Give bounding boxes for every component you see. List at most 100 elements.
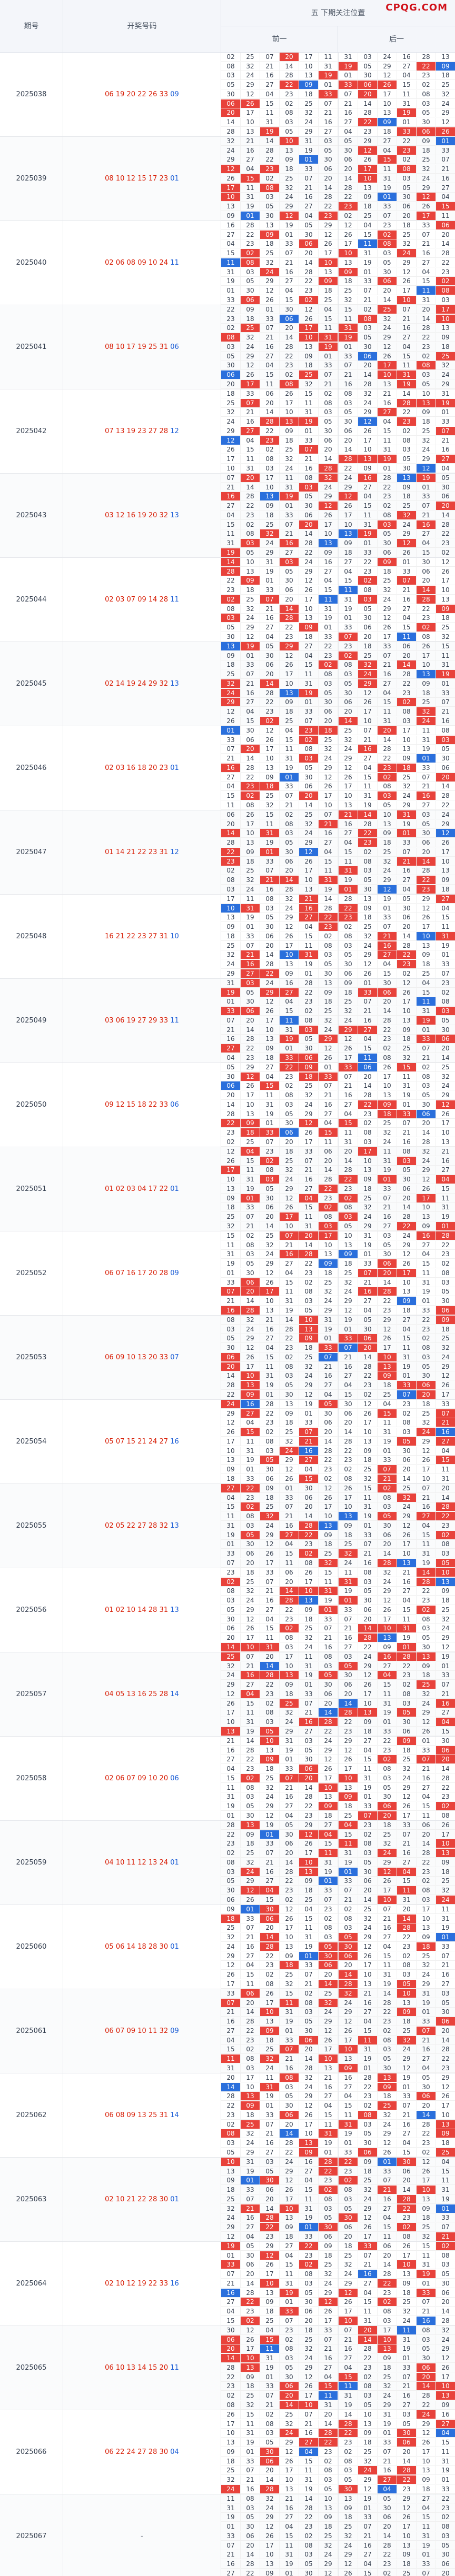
grid-cell: 16 (378, 1923, 397, 1933)
grid-cell: 27 (339, 1642, 358, 1652)
grid-cell: 13 (339, 800, 358, 810)
grid-cell: 25 (319, 295, 338, 305)
grid-cell: 25 (417, 2222, 436, 2232)
grid-cell: 03 (397, 445, 417, 455)
grid-cell: 16 (339, 379, 358, 389)
grid-cell: 13 (280, 1942, 299, 1951)
grid-cell: 09 (378, 1100, 397, 1109)
grid-cell: 27 (299, 1456, 319, 1465)
grid-cell: 32 (378, 314, 397, 324)
grid-cell: 19 (260, 2092, 280, 2101)
grid-cell: 10 (358, 1970, 378, 1979)
draw-row: 2025048 16 21 22 23 27 31 10 17 11 08 32 21 14 1… (0, 895, 455, 979)
grid-cell: 10 (221, 1175, 241, 1185)
grid-cell: 20 (221, 2344, 241, 2354)
grid-cell: 19 (299, 959, 319, 969)
grid-cell: 21 (397, 1839, 417, 1849)
grid-cell: 03 (358, 2391, 378, 2400)
grid-cell: 02 (241, 249, 260, 258)
grid-cell: 32 (319, 1016, 338, 1025)
grid-cell: 11 (260, 108, 280, 118)
grid-cell: 14 (397, 389, 417, 398)
grid-cell: 20 (221, 1362, 241, 1371)
grid-cell: 20 (299, 520, 319, 529)
grid-cell: 02 (397, 155, 417, 165)
grid-cell: 22 (378, 1737, 397, 1746)
red-ball-number: 02 (105, 2196, 114, 2203)
grid-cell: 08 (378, 782, 397, 791)
grid-cell: 24 (339, 745, 358, 754)
grid-cell: 23 (436, 2504, 455, 2513)
grid-cell: 10 (358, 445, 378, 455)
left-position-column: 01 30 12 04 23 18 33 06 26 15 02 25 07 20 17 11 08 32 21 14… (221, 726, 338, 810)
grid-cell: 12 (397, 1250, 417, 1259)
grid-cell: 33 (260, 314, 280, 324)
grid-cell: 13 (339, 2494, 358, 2503)
red-ball-number: 13 (115, 427, 125, 435)
grid-cell: 01 (221, 286, 241, 295)
grid-cell: 02 (260, 445, 280, 455)
grid-cell: 10 (241, 1100, 260, 1109)
grid-cell: 08 (221, 62, 241, 71)
red-ball-number: 33 (159, 2280, 169, 2288)
grid-cell: 18 (397, 763, 417, 773)
grid-cell: 01 (436, 679, 455, 688)
grid-cell: 27 (241, 969, 260, 978)
grid-cell: 28 (221, 127, 241, 136)
grid-cell: 23 (280, 361, 299, 370)
grid-cell: 12 (319, 1044, 338, 1053)
grid-cell: 11 (299, 670, 319, 679)
red-ball-number: 18 (137, 1943, 146, 1951)
grid-cell: 27 (339, 2354, 358, 2363)
grid-cell: 08 (358, 586, 378, 595)
grid-cell: 17 (280, 1652, 299, 1661)
grid-cell: 10 (339, 1502, 358, 1512)
grid-cell: 21 (417, 1053, 436, 1063)
grid-cell: 26 (397, 548, 417, 557)
grid-cell: 25 (280, 174, 299, 183)
grid-cell: 05 (436, 2541, 455, 2550)
grid-cell: 03 (339, 1212, 358, 1221)
grid-cell: 23 (358, 2363, 378, 2372)
blue-ball-number: 07 (170, 1354, 179, 1361)
grid-cell: 16 (280, 538, 299, 548)
grid-cell: 14 (397, 2186, 417, 2195)
grid-cell: 12 (299, 1830, 319, 1839)
grid-cell: 27 (378, 2204, 397, 2213)
grid-cell: 10 (319, 2054, 338, 2063)
grid-cell: 16 (319, 117, 338, 127)
right-position-column: 15 02 25 07 20 17 11 08 32 21 14 10 31 03 24 16 28 13 19 05… (338, 305, 455, 389)
grid-cell: 28 (221, 1821, 241, 1830)
grid-cell: 06 (436, 764, 455, 773)
grid-cell: 07 (378, 1194, 397, 1203)
grid-cell: 02 (299, 1549, 319, 1558)
grid-cell: 11 (241, 1708, 260, 1718)
grid-cell: 24 (299, 1100, 319, 1109)
right-position-column: 23 18 33 06 26 15 02 25 07 20 17 11 08 32 21 14 10 31 03 24… (338, 642, 455, 726)
grid-cell: 15 (378, 1409, 397, 1418)
grid-cell: 06 (241, 1549, 260, 1558)
grid-cell: 26 (378, 1334, 397, 1344)
grid-cell: 15 (417, 2242, 436, 2251)
grid-cell: 07 (299, 1428, 319, 1437)
grid-cell: 04 (397, 1867, 417, 1877)
grid-cell: 20 (397, 2447, 417, 2457)
grid-cell: 02 (339, 2176, 358, 2186)
grid-cell: 26 (280, 1203, 299, 1212)
grid-cell: 22 (221, 847, 241, 857)
grid-cell: 16 (241, 1400, 260, 1409)
red-ball-number: 09 (137, 259, 146, 267)
grid-cell: 22 (319, 1456, 338, 1465)
grid-cell: 03 (397, 1699, 417, 1708)
grid-cell: 02 (221, 866, 241, 876)
red-ball-number: 28 (148, 1606, 157, 1614)
grid-cell: 03 (280, 829, 299, 838)
grid-cell: 14 (260, 137, 280, 146)
blue-ball-number: 12 (170, 848, 179, 856)
grid-cell: 10 (378, 810, 397, 819)
grid-cell: 03 (378, 1773, 397, 1783)
grid-cell: 11 (319, 595, 338, 604)
grid-cell: 02 (280, 1352, 299, 1362)
grid-cell: 27 (436, 184, 455, 193)
red-ball-number: 07 (105, 427, 114, 435)
